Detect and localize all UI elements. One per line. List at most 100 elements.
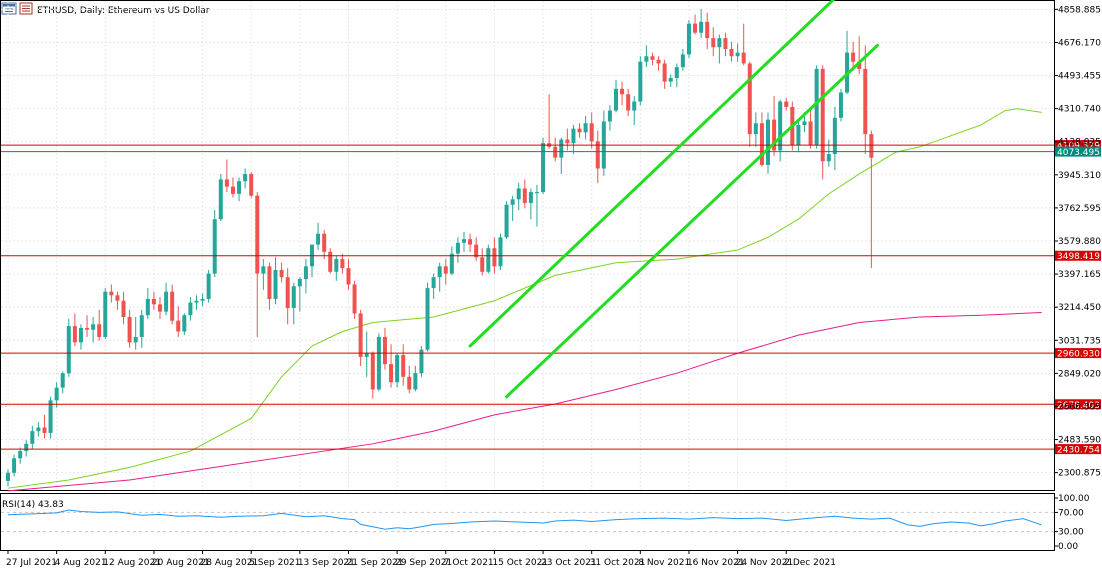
candle[interactable] — [638, 56, 643, 106]
candle[interactable] — [206, 269, 211, 303]
candle[interactable] — [322, 230, 327, 260]
candle[interactable] — [468, 233, 473, 252]
candle[interactable] — [650, 52, 655, 66]
candle[interactable] — [863, 45, 868, 155]
candle[interactable] — [370, 351, 375, 399]
candle[interactable] — [541, 137, 546, 194]
candle[interactable] — [662, 59, 667, 89]
candle[interactable] — [474, 237, 479, 261]
candle[interactable] — [340, 253, 345, 274]
candle[interactable] — [237, 177, 242, 202]
candle[interactable] — [741, 23, 746, 66]
candle[interactable] — [437, 262, 442, 292]
candle[interactable] — [571, 125, 576, 155]
candle[interactable] — [498, 233, 503, 270]
candle[interactable] — [109, 284, 114, 303]
candle[interactable] — [401, 344, 406, 386]
candle[interactable] — [376, 333, 381, 392]
candle[interactable] — [534, 184, 539, 227]
candle[interactable] — [553, 137, 558, 162]
candle[interactable] — [279, 262, 284, 283]
candle[interactable] — [297, 277, 302, 312]
candle[interactable] — [6, 469, 10, 487]
candle[interactable] — [565, 128, 570, 151]
chart-window-icon[interactable] — [1, 2, 17, 15]
candle[interactable] — [66, 318, 71, 377]
candle[interactable] — [693, 14, 698, 35]
candle[interactable] — [352, 280, 357, 319]
candle[interactable] — [711, 27, 716, 57]
candle[interactable] — [188, 297, 193, 321]
candle[interactable] — [127, 309, 132, 348]
candle[interactable] — [200, 293, 205, 307]
candle[interactable] — [334, 255, 339, 281]
candle[interactable] — [60, 371, 65, 394]
candle[interactable] — [510, 195, 515, 222]
candle[interactable] — [42, 414, 47, 439]
candle[interactable] — [589, 112, 594, 149]
candle[interactable] — [522, 179, 527, 209]
candle[interactable] — [382, 327, 387, 370]
candle[interactable] — [364, 331, 369, 377]
candle[interactable] — [151, 291, 156, 310]
candle[interactable] — [632, 96, 637, 126]
candle[interactable] — [723, 32, 728, 57]
candle[interactable] — [857, 36, 862, 75]
candle[interactable] — [255, 192, 260, 337]
candle[interactable] — [425, 282, 430, 352]
candle[interactable] — [243, 168, 248, 189]
candle[interactable] — [389, 344, 394, 388]
candle[interactable] — [869, 130, 874, 269]
candle[interactable] — [316, 222, 321, 251]
candle[interactable] — [139, 309, 144, 348]
candle[interactable] — [97, 309, 102, 341]
candle[interactable] — [735, 43, 740, 62]
candle[interactable] — [778, 99, 783, 162]
candle[interactable] — [486, 244, 491, 274]
candle[interactable] — [686, 20, 691, 59]
chart-menu-icon[interactable] — [19, 2, 33, 15]
candle[interactable] — [614, 79, 618, 113]
candle[interactable] — [121, 291, 126, 325]
candle[interactable] — [176, 306, 181, 337]
candle[interactable] — [784, 97, 789, 111]
candle[interactable] — [24, 440, 29, 457]
candle[interactable] — [808, 108, 813, 149]
candle[interactable] — [796, 119, 801, 153]
channel-trendline[interactable] — [505, 43, 879, 399]
candle[interactable] — [291, 282, 296, 325]
candle[interactable] — [832, 106, 837, 171]
candle[interactable] — [838, 88, 843, 122]
candle[interactable] — [224, 159, 229, 193]
candle[interactable] — [261, 259, 266, 290]
candle[interactable] — [395, 353, 400, 388]
candle[interactable] — [607, 105, 612, 131]
candle[interactable] — [559, 137, 564, 174]
candle[interactable] — [48, 396, 53, 439]
candle[interactable] — [249, 172, 254, 198]
candle[interactable] — [12, 454, 17, 477]
candle[interactable] — [443, 259, 448, 285]
candle[interactable] — [273, 257, 278, 305]
candle[interactable] — [328, 248, 333, 274]
candle[interactable] — [820, 65, 825, 180]
candle[interactable] — [705, 12, 710, 49]
candle[interactable] — [145, 288, 150, 319]
candle[interactable] — [504, 201, 509, 240]
candle[interactable] — [30, 425, 35, 450]
candle[interactable] — [164, 282, 169, 316]
candle[interactable] — [170, 284, 175, 325]
candle[interactable] — [759, 112, 764, 167]
candle[interactable] — [620, 81, 625, 106]
candle[interactable] — [230, 177, 235, 198]
candle[interactable] — [772, 96, 777, 156]
candle[interactable] — [668, 74, 673, 88]
candle[interactable] — [267, 262, 272, 310]
candle[interactable] — [182, 313, 187, 336]
candle[interactable] — [717, 34, 722, 64]
candle[interactable] — [747, 61, 752, 147]
candle[interactable] — [680, 48, 685, 71]
candle[interactable] — [419, 346, 424, 377]
